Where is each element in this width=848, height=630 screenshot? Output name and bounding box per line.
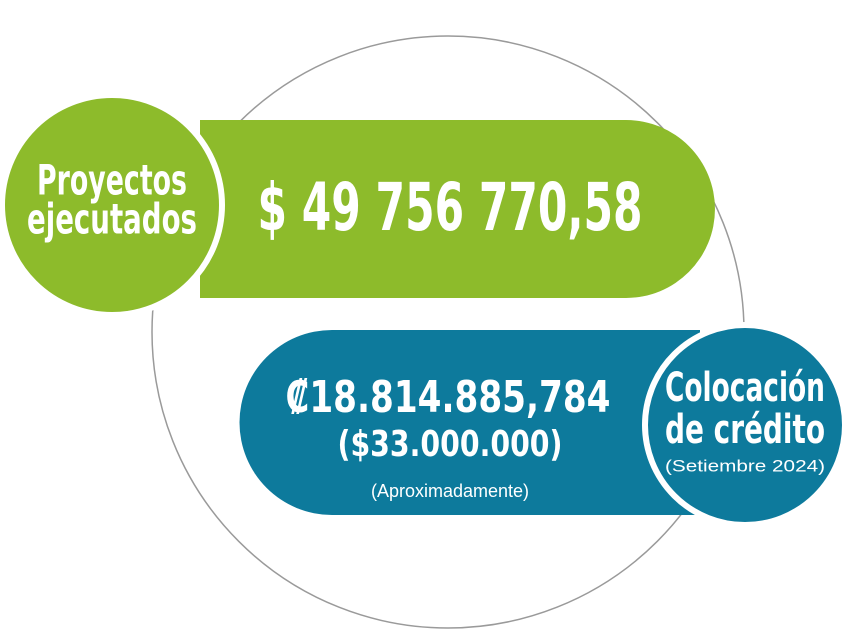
credit-period: (Setiembre 2024) [665, 456, 825, 475]
executed-label: Proyectos [37, 156, 187, 205]
executed-amount: $ 49 756 770,58 [258, 169, 643, 246]
credit-pill [239, 330, 701, 515]
credit-circle [642, 322, 848, 528]
executed-label: ejecutados [27, 195, 197, 244]
credit-label: Colocación [665, 365, 825, 411]
credit-note: (Aproximadamente) [371, 481, 529, 501]
executed-pill [200, 120, 715, 298]
executed-circle [0, 92, 225, 318]
credit-label: de crédito [665, 407, 825, 453]
credit-amount-colones: ₡18.814.885,784 [286, 372, 611, 423]
credit-amount-dollars: ($33.000.000) [338, 424, 563, 465]
